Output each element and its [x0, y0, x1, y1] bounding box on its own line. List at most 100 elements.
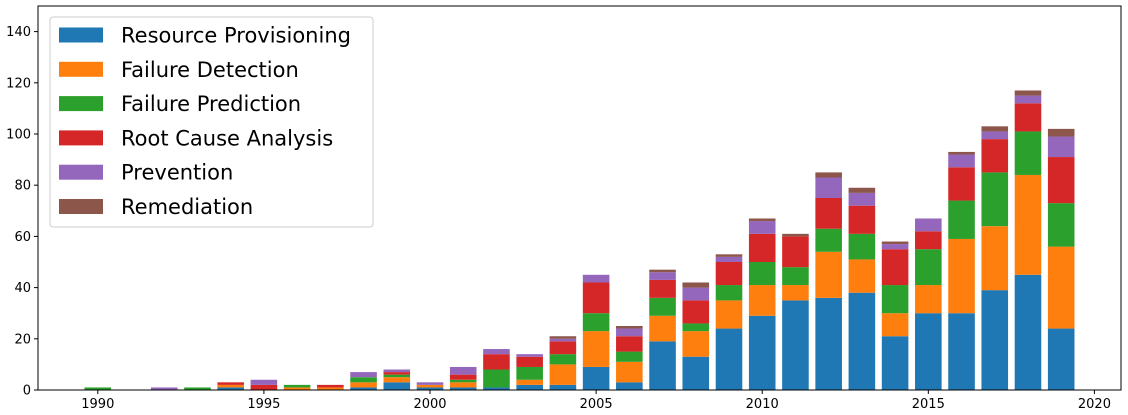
bar-segment-2006-series-4 — [616, 328, 643, 337]
legend-label-1: Failure Detection — [121, 58, 299, 82]
bar-segment-2015-series-2 — [915, 249, 942, 286]
bar-segment-2008-series-2 — [682, 323, 710, 332]
bar-segment-2016-series-2 — [948, 200, 975, 239]
legend-swatch-4 — [59, 164, 103, 180]
bar-segment-1999-series-1 — [383, 377, 411, 383]
bar-segment-2014-series-2 — [881, 285, 909, 314]
bar-segment-2006-series-1 — [616, 361, 643, 383]
bar-segment-1997-series-1 — [317, 387, 344, 390]
bar-segment-1999-series-3 — [383, 372, 411, 375]
bar-segment-2012-series-4 — [815, 177, 842, 198]
bar-segment-2010-series-0 — [748, 315, 776, 390]
bar-segment-2004-series-2 — [549, 354, 577, 365]
bar-segment-2012-series-3 — [815, 198, 842, 229]
bar-segment-2008-series-4 — [682, 287, 710, 301]
x-tick-label: 1990 — [81, 397, 114, 412]
bar-segment-2013-series-5 — [848, 187, 876, 193]
bar-segment-2012-series-2 — [815, 228, 842, 252]
bar-segment-2002-series-2 — [483, 369, 510, 388]
bar-segment-2009-series-1 — [715, 300, 743, 329]
bar-segment-1994-series-1 — [217, 384, 244, 388]
y-tick-label: 120 — [6, 76, 31, 91]
legend-label-4: Prevention — [121, 161, 233, 185]
bar-segment-2001-series-2 — [449, 379, 477, 383]
bar-segment-2009-series-3 — [715, 262, 743, 286]
bar-segment-1996-series-1 — [283, 387, 311, 390]
bar-segment-1998-series-1 — [350, 382, 377, 388]
bar-segment-1994-series-3 — [217, 382, 244, 385]
bar-segment-2001-series-0 — [449, 387, 477, 390]
bar-segment-2004-series-0 — [549, 384, 577, 390]
bar-segment-1994-series-0 — [217, 387, 244, 390]
bar-segment-1999-series-2 — [383, 374, 411, 378]
bar-segment-2012-series-5 — [815, 172, 842, 178]
bar-segment-2008-series-1 — [682, 331, 710, 357]
bar-segment-2005-series-0 — [582, 366, 610, 390]
bar-segment-2010-series-3 — [748, 233, 776, 262]
bar-segment-2016-series-4 — [948, 154, 975, 168]
x-tick-label: 2010 — [746, 397, 779, 412]
bar-segment-2003-series-4 — [516, 354, 543, 357]
bar-segment-2011-series-3 — [782, 236, 809, 268]
bar-segment-2012-series-1 — [815, 251, 842, 298]
bar-segment-2019-series-1 — [1047, 246, 1075, 329]
x-tick-label: 2020 — [1078, 397, 1111, 412]
bar-segment-2013-series-3 — [848, 205, 876, 234]
bar-segment-2017-series-3 — [981, 139, 1009, 173]
bar-segment-2013-series-1 — [848, 259, 876, 293]
legend-label-0: Resource Provisioning — [121, 24, 351, 48]
bar-segment-2018-series-5 — [1014, 90, 1042, 96]
bar-segment-2011-series-0 — [782, 300, 809, 390]
legend-swatch-2 — [59, 96, 103, 112]
bar-segment-2004-series-1 — [549, 364, 577, 385]
y-tick-label: 140 — [6, 25, 31, 40]
bar-segment-2012-series-0 — [815, 297, 842, 390]
y-tick-label: 0 — [23, 384, 31, 399]
bar-segment-2010-series-2 — [748, 262, 776, 286]
bar-segment-2008-series-3 — [682, 300, 710, 324]
bar-segment-1990-series-2 — [84, 387, 112, 390]
x-tick-label: 2015 — [912, 397, 945, 412]
bar-segment-1996-series-2 — [283, 384, 311, 388]
x-axis: 1990 1995 2000 2005 2010 2015 2020 — [81, 390, 1111, 412]
bar-segment-2000-series-4 — [416, 382, 444, 385]
bar-segment-2003-series-1 — [516, 379, 543, 385]
bar-segment-2010-series-1 — [748, 285, 776, 316]
bar-segment-1998-series-2 — [350, 377, 377, 383]
bar-segment-1998-series-4 — [350, 372, 377, 378]
legend-label-2: Failure Prediction — [121, 92, 301, 116]
bar-segment-2018-series-1 — [1014, 174, 1042, 275]
bar-segment-2002-series-0 — [483, 387, 510, 390]
bar-segment-2002-series-4 — [483, 349, 510, 355]
y-tick-label: 40 — [14, 281, 31, 296]
bar-segment-1997-series-3 — [317, 384, 344, 388]
bar-segment-2006-series-0 — [616, 382, 643, 390]
bar-segment-2014-series-3 — [881, 249, 909, 286]
bars-layer — [84, 90, 1075, 390]
bar-segment-2014-series-1 — [881, 313, 909, 337]
bar-segment-2016-series-0 — [948, 313, 975, 390]
bar-segment-2014-series-0 — [881, 336, 909, 390]
bar-segment-2003-series-3 — [516, 356, 543, 367]
bar-segment-2000-series-1 — [416, 384, 444, 388]
bar-segment-2005-series-4 — [582, 274, 610, 283]
x-tick-label: 1995 — [247, 397, 280, 412]
bar-segment-2013-series-4 — [848, 192, 876, 206]
bar-segment-1995-series-4 — [250, 379, 278, 385]
bar-segment-2019-series-5 — [1047, 128, 1075, 137]
bar-segment-2003-series-2 — [516, 366, 543, 380]
bar-segment-2002-series-3 — [483, 354, 510, 370]
bar-segment-2008-series-5 — [682, 282, 710, 288]
y-tick-label: 80 — [14, 179, 31, 194]
bar-segment-2017-series-0 — [981, 290, 1009, 390]
legend-label-3: Root Cause Analysis — [121, 126, 333, 150]
y-tick-label: 100 — [6, 128, 31, 143]
bar-segment-2009-series-4 — [715, 256, 743, 262]
legend: Resource Provisioning Failure Detection Fa… — [49, 16, 374, 228]
bar-segment-2016-series-3 — [948, 167, 975, 201]
legend-swatch-3 — [59, 130, 103, 146]
bar-segment-2019-series-0 — [1047, 328, 1075, 390]
bar-segment-1999-series-0 — [383, 382, 411, 390]
x-tick-label: 2005 — [580, 397, 613, 412]
